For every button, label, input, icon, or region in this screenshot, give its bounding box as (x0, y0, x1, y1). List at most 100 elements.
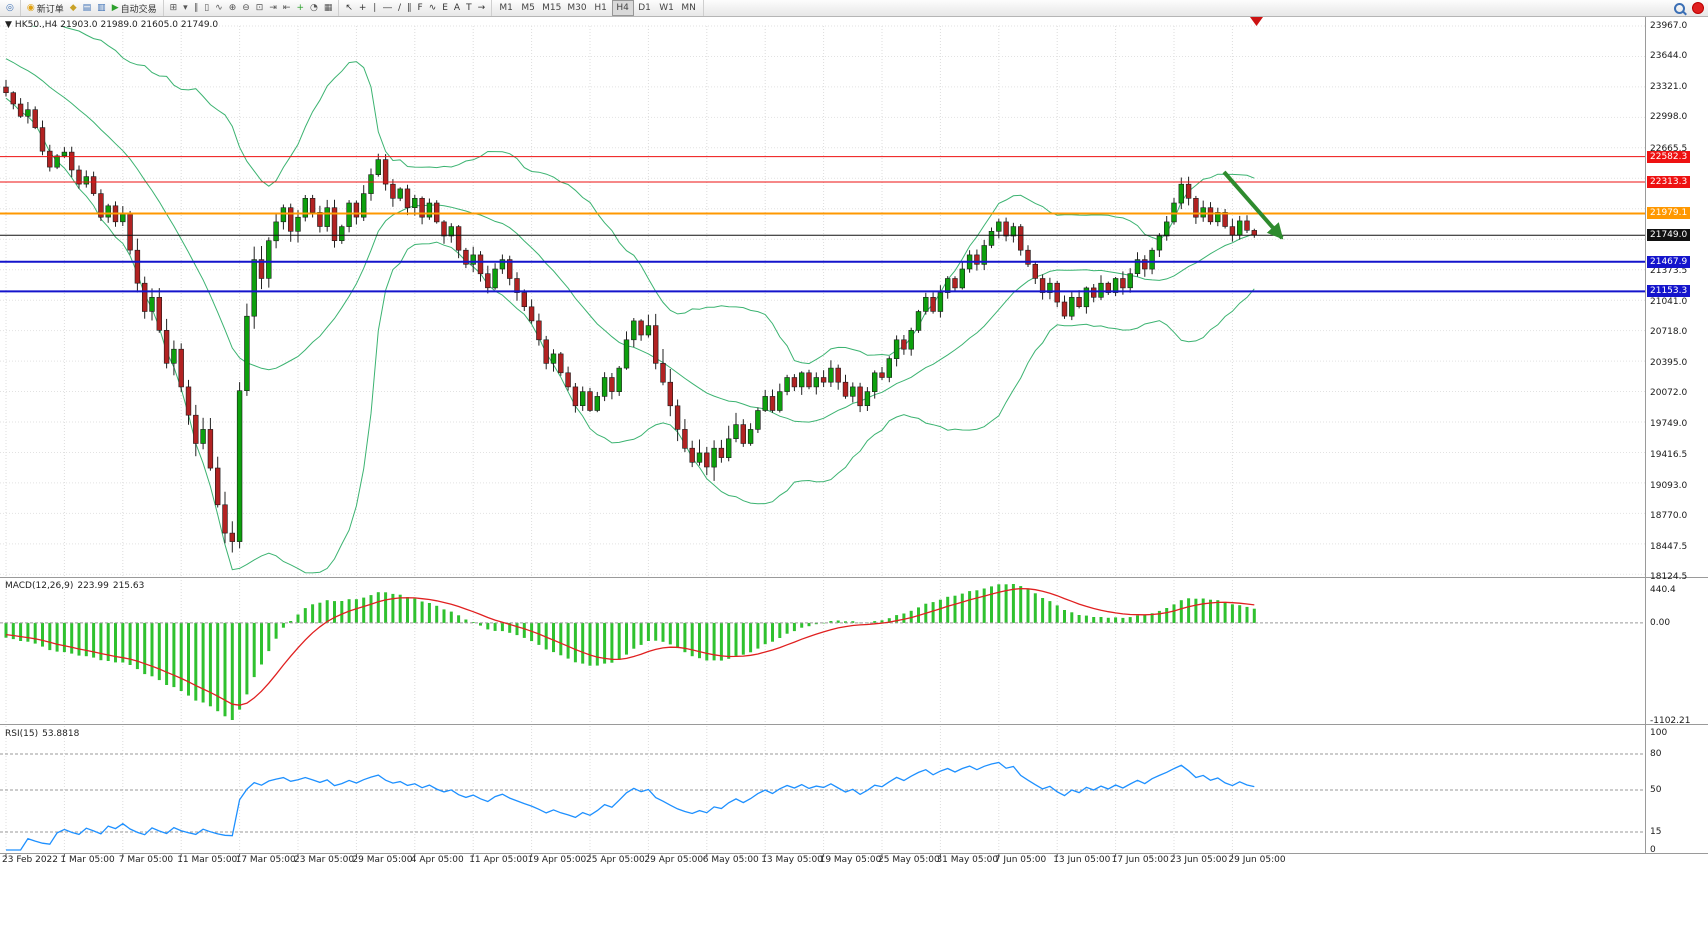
vertical-line-icon[interactable]: ∣ (372, 3, 377, 13)
periods-icon[interactable]: ◔ (309, 3, 318, 13)
ohlc-low: 21605.0 (140, 20, 178, 30)
price-line-badge[interactable]: 22582.3 (1647, 150, 1691, 163)
zoom-in-icon[interactable]: ⊕ (228, 3, 237, 13)
toolbar-group: ⊞ ▾ ∥ ▯ ∿ ⊕ ⊖ ⊡ ⇥ ⇤ + ◔ ▦ (164, 0, 340, 16)
chart-shift-marker (1250, 17, 1263, 26)
collapse-chart-icon[interactable]: ▼ (5, 20, 12, 30)
text-icon[interactable]: A (453, 3, 461, 13)
time-axis-label: 6 May 05:00 (702, 855, 759, 865)
fibonacci-icon[interactable]: F (417, 3, 423, 13)
wave-icon[interactable]: ∿ (428, 3, 437, 13)
time-axis-label: 23 Jun 05:00 (1170, 855, 1228, 865)
notification-badge[interactable] (1692, 2, 1704, 14)
price-line-badge[interactable]: 22313.3 (1647, 175, 1691, 188)
time-axis-label: 11 Apr 05:00 (469, 855, 528, 865)
rsi-axis-label: 0 (1650, 845, 1656, 855)
zoom-out-icon[interactable]: ⊖ (242, 3, 250, 13)
timeframe-m1[interactable]: M1 (499, 3, 513, 13)
time-axis-label: 29 Mar 05:00 (352, 855, 413, 865)
trend-arrow[interactable] (1222, 170, 1284, 240)
timeframe-w1[interactable]: W1 (659, 3, 674, 13)
market-watch-icon[interactable]: ▤ (82, 3, 92, 13)
time-axis-label: 23 Mar 05:00 (294, 855, 355, 865)
candlestick-chart-icon[interactable]: ▯ (204, 3, 210, 13)
time-axis-label: 1 Mar 05:00 (60, 855, 115, 865)
horizontal-line-icon[interactable]: ― (382, 3, 392, 13)
rsi-name: RSI(15) (5, 729, 39, 739)
timeframe-mn[interactable]: MN (681, 3, 696, 13)
arrows-icon[interactable]: → (477, 3, 486, 13)
time-axis-label: 29 Jun 05:00 (1228, 855, 1286, 865)
time-axis: 23 Feb 2022 1 Mar 05:00 7 Mar 05:00 11 Mar … (0, 855, 1645, 869)
price-line-badge[interactable]: 21979.1 (1647, 207, 1691, 220)
candles (3, 79, 1258, 553)
timeframe-h4[interactable]: H4 (611, 0, 634, 16)
toolbar-groups: ◎ ◉ 新订单 ◆ ▤ ▥ ▶ 自动交易 ⊞ ▾ ∥ ▯ ∿ ⊕ ⊖ ⊡ ⇥ ⇤ + ◔ ▦ ↖ + ∣ ― ∕ ∥ F ∿ E A T → M1… (0, 0, 704, 16)
price-axis-label: 19093.0 (1650, 480, 1688, 491)
chart-shift-icon[interactable]: ⇤ (282, 3, 291, 13)
line-chart-icon[interactable]: ∿ (215, 3, 223, 13)
symbol-search-icon[interactable]: ◎ (6, 3, 14, 13)
trendline-icon[interactable]: ∕ (397, 3, 401, 13)
profiles-icon[interactable]: ▾ (183, 3, 188, 13)
time-axis-label: 19 May 05:00 (819, 855, 882, 865)
price-axis-label: 23644.0 (1650, 51, 1688, 62)
expert-advisors-icon[interactable]: ◆ (69, 3, 77, 13)
cursor-icon[interactable]: ↖ (345, 3, 353, 13)
rsi-axis-label: 100 (1650, 728, 1668, 738)
panel-separators (0, 16, 1708, 854)
coin-icon: ◉ (26, 3, 35, 13)
new-chart-icon[interactable]: ⊞ (169, 3, 178, 13)
tile-windows-icon[interactable]: ⊡ (255, 3, 264, 13)
timeframe-d1[interactable]: D1 (638, 3, 651, 13)
price-line-badge[interactable]: 21467.9 (1647, 255, 1691, 268)
price-line-badge[interactable]: 21153.3 (1647, 285, 1691, 298)
price-axis-label: 19416.5 (1650, 450, 1688, 461)
rsi-axis-label: 80 (1650, 749, 1662, 759)
time-axis-label: 23 Feb 2022 (2, 855, 59, 865)
autotrading-button-label: 自动交易 (120, 4, 157, 15)
price-axis-label: 20718.0 (1650, 327, 1688, 338)
price-axis-label: 19749.0 (1650, 418, 1688, 429)
symbol-period-label: HK50.,H4 (14, 20, 58, 30)
rsi-indicator-label: RSI(15) 53.8818 (5, 729, 83, 739)
rsi-value: 53.8818 (42, 729, 80, 739)
navigator-icon[interactable]: ▥ (97, 3, 106, 13)
new-order-button-label: 新订单 (36, 4, 64, 15)
toolbar-group: ◎ (0, 0, 21, 16)
timeframe-group: M1 M5 M15 M30 H1 H4 D1 W1 MN (492, 0, 704, 16)
time-axis-label: 25 Apr 05:00 (586, 855, 645, 865)
price-axis-label: 21041.0 (1650, 296, 1688, 307)
chart-ohlc-header: ▼ HK50.,H4 21903.0 21989.0 21605.0 21749.0 (5, 20, 221, 30)
toolbar-right (1674, 2, 1704, 14)
label-icon[interactable]: T (466, 3, 472, 13)
time-axis-label: 4 Apr 05:00 (410, 855, 464, 865)
timeframe-m15[interactable]: M15 (542, 3, 562, 13)
price-line-badge[interactable]: 21749.0 (1647, 229, 1691, 242)
bar-chart-icon[interactable]: ∥ (193, 3, 199, 13)
price-axis-label: 20072.0 (1650, 388, 1688, 399)
autotrading-button[interactable]: ▶ 自动交易 (109, 0, 160, 16)
timeframe-m30[interactable]: M30 (567, 3, 587, 13)
crosshair-icon[interactable]: + (358, 3, 367, 13)
auto-scroll-icon[interactable]: ⇥ (269, 3, 277, 13)
bollinger-bands (5, 26, 1255, 574)
new-order-button[interactable]: ◉ 新订单 (24, 0, 67, 16)
price-axis-label: 18447.5 (1650, 541, 1688, 552)
time-axis-label: 25 May 05:00 (878, 855, 940, 865)
macd-axis-label: -1102.21 (1650, 716, 1691, 726)
ohlc-high: 21989.0 (100, 20, 138, 30)
macd-value-signal: 215.63 (112, 581, 145, 591)
timeframe-h1[interactable]: H1 (594, 3, 607, 13)
price-axis-label: 21373.5 (1650, 265, 1688, 276)
ellipse-icon[interactable]: E (442, 3, 448, 13)
templates-icon[interactable]: ▦ (323, 3, 333, 13)
time-axis-label: 31 May 05:00 (936, 855, 999, 865)
search-icon[interactable] (1674, 2, 1685, 14)
price-axis-label: 22665.5 (1650, 143, 1688, 154)
toolbar-group: ↖ + ∣ ― ∕ ∥ F ∿ E A T → (339, 0, 493, 16)
indicators-icon[interactable]: + (296, 3, 304, 13)
channel-icon[interactable]: ∥ (407, 3, 412, 13)
timeframe-m5[interactable]: M5 (521, 3, 535, 13)
